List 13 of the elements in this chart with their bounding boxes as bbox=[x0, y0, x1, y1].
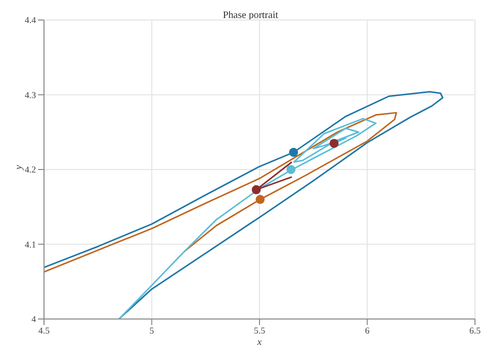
y-tick-label: 4.3 bbox=[24, 90, 36, 100]
x-tick-label: 6.5 bbox=[469, 325, 482, 336]
y-axis-title: y bbox=[14, 164, 25, 170]
x-tick-label: 5 bbox=[150, 325, 154, 336]
x-axis-title: x bbox=[256, 337, 262, 348]
x-tick-label: 4.5 bbox=[38, 325, 50, 336]
chart-title: Phase portrait bbox=[222, 10, 278, 21]
y-tick-label: 4.4 bbox=[24, 15, 36, 26]
y-tick-label: 4.1 bbox=[24, 239, 36, 250]
y-tick-label: 4 bbox=[32, 314, 36, 324]
x-tick-label: 5.5 bbox=[254, 325, 266, 336]
x-tick-label: 6 bbox=[365, 325, 370, 336]
y-tick-label: 4.2 bbox=[24, 164, 36, 175]
